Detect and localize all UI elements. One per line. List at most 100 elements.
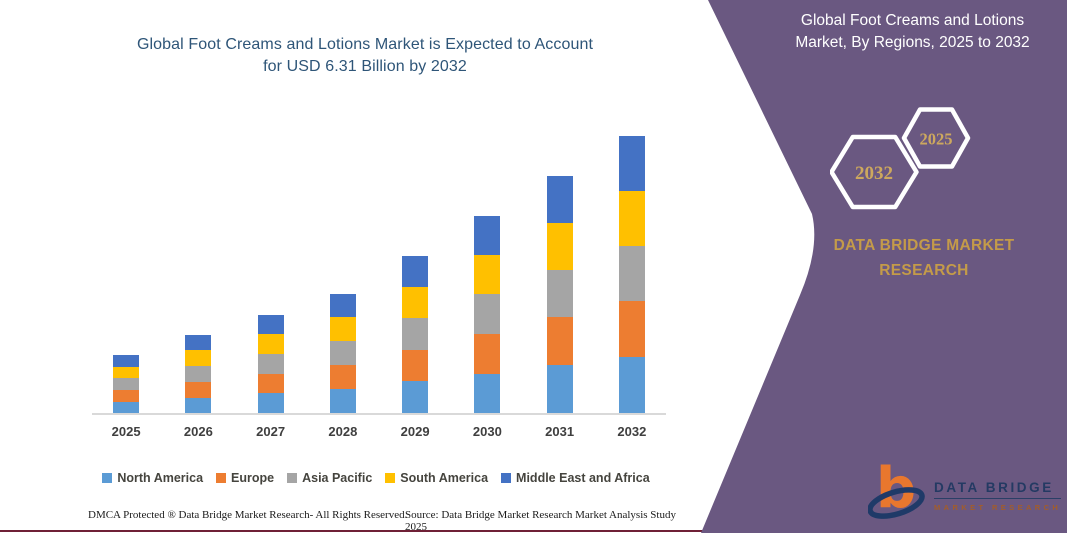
bars-area bbox=[90, 130, 668, 414]
bar-stack-2030 bbox=[474, 216, 501, 414]
bar-column-2025 bbox=[90, 130, 162, 414]
chart-title-line2: for USD 6.31 Billion by 2032 bbox=[263, 58, 467, 76]
legend-swatch-asia-pacific bbox=[287, 473, 298, 483]
x-axis-line bbox=[92, 413, 666, 415]
bar-segment-2026-south-america bbox=[185, 350, 212, 367]
bar-segment-2030-asia-pacific bbox=[474, 293, 501, 334]
bar-segment-2029-middle-east-and-africa bbox=[402, 256, 429, 287]
legend-label-europe: Europe bbox=[231, 471, 275, 485]
bar-column-2032 bbox=[596, 130, 668, 414]
hexagon-2025 bbox=[901, 107, 971, 169]
bar-segment-2031-europe bbox=[546, 317, 573, 366]
footer-dmca-text: DMCA Protected ® Data Bridge Market Rese… bbox=[88, 509, 408, 521]
side-panel-title: Global Foot Creams and Lotions Market, B… bbox=[765, 10, 1060, 55]
legend-item-south-america: South America bbox=[385, 471, 488, 485]
bar-segment-2031-middle-east-and-africa bbox=[546, 176, 573, 223]
legend-label-south-america: South America bbox=[400, 471, 489, 485]
legend-swatch-north-america bbox=[102, 473, 113, 483]
bar-stack-2029 bbox=[402, 256, 429, 414]
bar-column-2027 bbox=[235, 130, 307, 414]
bar-segment-2032-europe bbox=[618, 301, 645, 358]
bar-column-2026 bbox=[162, 130, 234, 414]
bar-segment-2026-north-america bbox=[185, 397, 212, 414]
bar-stack-2027 bbox=[257, 314, 284, 414]
bar-stack-2032 bbox=[618, 136, 645, 414]
bar-segment-2029-asia-pacific bbox=[402, 318, 429, 350]
bottom-divider-line bbox=[0, 530, 703, 532]
x-axis-label-2026: 2026 bbox=[183, 424, 213, 439]
hexagon-year-back-label: 2032 bbox=[855, 163, 893, 184]
x-axis-label-2027: 2027 bbox=[256, 424, 286, 439]
chart-legend: North America Europe Asia Pacific South Ame… bbox=[80, 471, 672, 485]
bar-segment-2026-asia-pacific bbox=[185, 366, 212, 382]
brand-wordmark: DATA BRIDGE MARKET RESEARCH bbox=[790, 234, 1058, 284]
legend-swatch-middle-east-and-africa bbox=[501, 473, 512, 483]
dbmr-logo-icon: b bbox=[868, 459, 925, 521]
bar-segment-2025-north-america bbox=[113, 401, 140, 414]
bar-column-2031 bbox=[524, 130, 596, 414]
bar-segment-2026-europe bbox=[185, 381, 212, 398]
brand-wordmark-line2: RESEARCH bbox=[879, 261, 969, 279]
bar-segment-2032-asia-pacific bbox=[618, 245, 645, 302]
x-axis-label-2025: 2025 bbox=[111, 424, 141, 439]
bar-segment-2032-south-america bbox=[618, 190, 645, 246]
bar-segment-2028-asia-pacific bbox=[329, 341, 356, 366]
x-axis-label-2032: 2032 bbox=[617, 424, 647, 439]
bar-segment-2025-middle-east-and-africa bbox=[113, 354, 140, 367]
x-axis-label-2029: 2029 bbox=[400, 424, 430, 439]
x-axis-label-2031: 2031 bbox=[545, 424, 575, 439]
chart-title-line1: Global Foot Creams and Lotions Market is… bbox=[136, 36, 593, 53]
dbmr-logo: b DATA BRIDGE MARKET RESEARCH bbox=[868, 458, 1062, 524]
legend-swatch-south-america bbox=[385, 473, 396, 483]
bar-segment-2027-europe bbox=[257, 373, 284, 394]
bar-segment-2027-north-america bbox=[257, 393, 284, 414]
bar-segment-2026-middle-east-and-africa bbox=[185, 334, 212, 351]
dbmr-logo-name: DATA BRIDGE bbox=[934, 480, 1062, 499]
bar-segment-2031-south-america bbox=[546, 222, 573, 270]
bar-segment-2030-north-america bbox=[474, 373, 501, 414]
side-panel-title-line1: Global Foot Creams and Lotions bbox=[800, 12, 1025, 29]
legend-swatch-europe bbox=[216, 473, 227, 483]
bar-segment-2025-asia-pacific bbox=[113, 378, 140, 390]
bar-segment-2030-europe bbox=[474, 333, 501, 374]
bar-segment-2027-middle-east-and-africa bbox=[257, 314, 284, 334]
legend-item-middle-east-and-africa: Middle East and Africa bbox=[501, 471, 650, 485]
bar-segment-2032-middle-east-and-africa bbox=[618, 136, 645, 191]
legend-item-north-america: North America bbox=[102, 471, 203, 485]
hexagon-2032 bbox=[830, 134, 919, 210]
bar-column-2029 bbox=[379, 130, 451, 414]
x-axis-label-2030: 2030 bbox=[472, 424, 502, 439]
dbmr-logo-subname: MARKET RESEARCH bbox=[934, 503, 1062, 512]
bar-segment-2025-europe bbox=[113, 389, 140, 402]
legend-label-north-america: North America bbox=[117, 471, 204, 485]
bar-segment-2030-south-america bbox=[474, 254, 501, 294]
bar-stack-2028 bbox=[329, 293, 356, 414]
bar-column-2028 bbox=[307, 130, 379, 414]
bar-segment-2032-north-america bbox=[618, 357, 645, 414]
x-axis-label-2028: 2028 bbox=[328, 424, 358, 439]
bar-segment-2031-north-america bbox=[546, 365, 573, 414]
legend-label-middle-east-and-africa: Middle East and Africa bbox=[516, 471, 650, 485]
brand-wordmark-line1: DATA BRIDGE MARKET bbox=[833, 237, 1015, 254]
hexagon-years-graphic: 2032 2025 bbox=[830, 107, 971, 210]
bar-segment-2029-north-america bbox=[402, 381, 429, 414]
plot-area bbox=[90, 130, 668, 414]
chart-title: Global Foot Creams and Lotions Market is… bbox=[85, 34, 645, 79]
bar-segment-2030-middle-east-and-africa bbox=[474, 216, 501, 255]
bar-segment-2025-south-america bbox=[113, 366, 140, 379]
bar-segment-2028-south-america bbox=[329, 317, 356, 342]
bar-segment-2029-south-america bbox=[402, 286, 429, 319]
bar-segment-2027-asia-pacific bbox=[257, 353, 284, 374]
bar-segment-2028-middle-east-and-africa bbox=[329, 293, 356, 318]
bar-stack-2025 bbox=[113, 354, 140, 414]
legend-label-asia-pacific: Asia Pacific bbox=[302, 471, 373, 485]
bar-stack-2031 bbox=[546, 176, 573, 414]
bar-segment-2028-north-america bbox=[329, 389, 356, 414]
legend-item-asia-pacific: Asia Pacific bbox=[287, 471, 372, 485]
bar-segment-2031-asia-pacific bbox=[546, 269, 573, 318]
bar-segment-2029-europe bbox=[402, 349, 429, 382]
side-panel-title-line2: Market, By Regions, 2025 to 2032 bbox=[795, 34, 1030, 52]
x-axis-labels: 2025 2026 2027 2028 2029 2030 2031 2032 bbox=[90, 424, 668, 439]
